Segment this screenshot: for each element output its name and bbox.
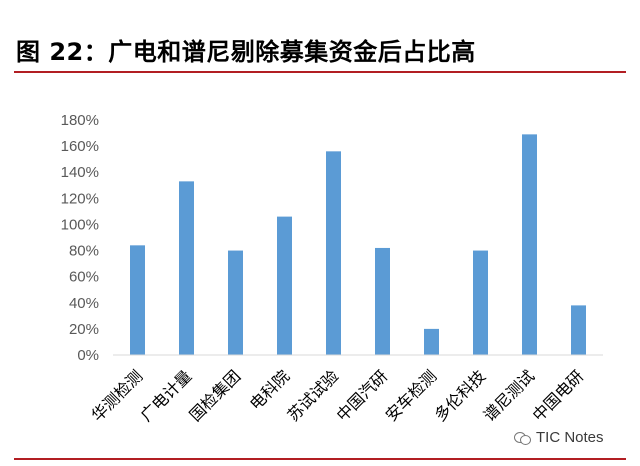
y-tick-label: 80% — [69, 243, 99, 260]
watermark-text: TIC Notes — [536, 429, 604, 446]
y-tick-label: 100% — [61, 216, 99, 233]
bar-8 — [473, 250, 488, 355]
bar-4 — [277, 216, 292, 355]
bar-6 — [375, 247, 390, 355]
x-category-label: 电科院 — [246, 366, 293, 413]
x-category-label: 安车检测 — [382, 366, 441, 425]
x-category-label: 苏试试验 — [284, 366, 343, 425]
x-category-label: 国检集团 — [186, 366, 245, 425]
x-category-label: 中国汽研 — [333, 366, 392, 425]
y-tick-label: 60% — [69, 269, 99, 286]
wechat-icon — [514, 431, 531, 445]
bar-9 — [522, 134, 537, 355]
y-tick-label: 180% — [61, 112, 99, 129]
bar-5 — [326, 151, 341, 355]
x-category-label: 中国电研 — [529, 366, 588, 425]
x-category-label: 华测检测 — [88, 366, 147, 425]
y-axis-tick-labels: 0% 20% 40% 60% 80% 100% 120% 140% 160% 180% — [61, 112, 99, 364]
y-tick-label: 140% — [61, 164, 99, 181]
x-category-label: 广电计量 — [137, 366, 196, 425]
bar-1 — [130, 245, 145, 355]
bottom-divider — [14, 458, 626, 460]
y-tick-label: 40% — [69, 295, 99, 312]
y-tick-label: 120% — [61, 190, 99, 207]
x-category-label: 谱尼测试 — [480, 366, 539, 425]
bar-series — [130, 134, 586, 355]
y-tick-label: 160% — [61, 138, 99, 155]
bar-10 — [571, 305, 586, 355]
bar-3 — [228, 250, 243, 355]
figure-title: 图 22：广电和谱尼剔除募集资金后占比高 — [16, 38, 476, 66]
x-category-label: 多伦科技 — [431, 366, 490, 425]
y-tick-label: 20% — [69, 321, 99, 338]
bar-7 — [424, 328, 439, 355]
bar-2 — [179, 181, 194, 355]
y-tick-label: 0% — [77, 347, 99, 364]
watermark: TIC Notes — [514, 429, 604, 446]
title-divider — [14, 71, 626, 73]
title-bar: 图 22：广电和谱尼剔除募集资金后占比高 — [14, 6, 626, 73]
